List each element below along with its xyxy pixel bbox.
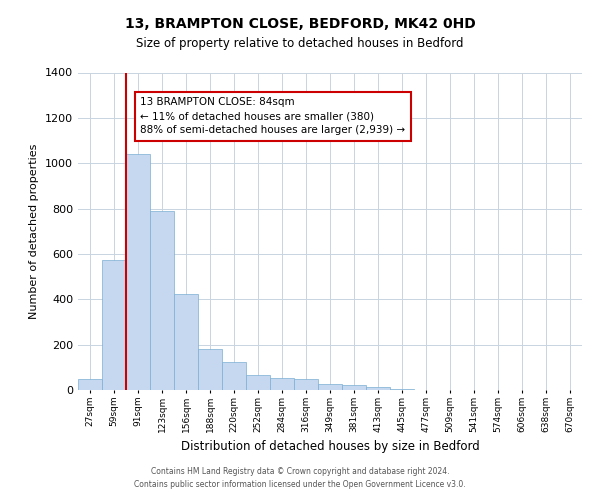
Text: 13, BRAMPTON CLOSE, BEDFORD, MK42 0HD: 13, BRAMPTON CLOSE, BEDFORD, MK42 0HD: [125, 18, 475, 32]
Bar: [102, 260, 126, 390]
Bar: [294, 378, 318, 390]
Text: Contains public sector information licensed under the Open Government Licence v3: Contains public sector information licen…: [134, 480, 466, 489]
Bar: [222, 362, 246, 390]
Bar: [198, 349, 222, 390]
Bar: [318, 384, 342, 390]
Text: 13 BRAMPTON CLOSE: 84sqm
← 11% of detached houses are smaller (380)
88% of semi-: 13 BRAMPTON CLOSE: 84sqm ← 11% of detach…: [140, 98, 406, 136]
Text: Contains HM Land Registry data © Crown copyright and database right 2024.: Contains HM Land Registry data © Crown c…: [151, 467, 449, 476]
Bar: [390, 389, 414, 390]
Bar: [366, 386, 390, 390]
Bar: [78, 378, 102, 390]
Y-axis label: Number of detached properties: Number of detached properties: [29, 144, 40, 319]
X-axis label: Distribution of detached houses by size in Bedford: Distribution of detached houses by size …: [181, 440, 479, 454]
Bar: [150, 211, 174, 390]
Bar: [126, 154, 150, 390]
Bar: [270, 378, 294, 390]
Text: Size of property relative to detached houses in Bedford: Size of property relative to detached ho…: [136, 38, 464, 51]
Bar: [174, 294, 198, 390]
Bar: [246, 376, 270, 390]
Bar: [342, 386, 366, 390]
